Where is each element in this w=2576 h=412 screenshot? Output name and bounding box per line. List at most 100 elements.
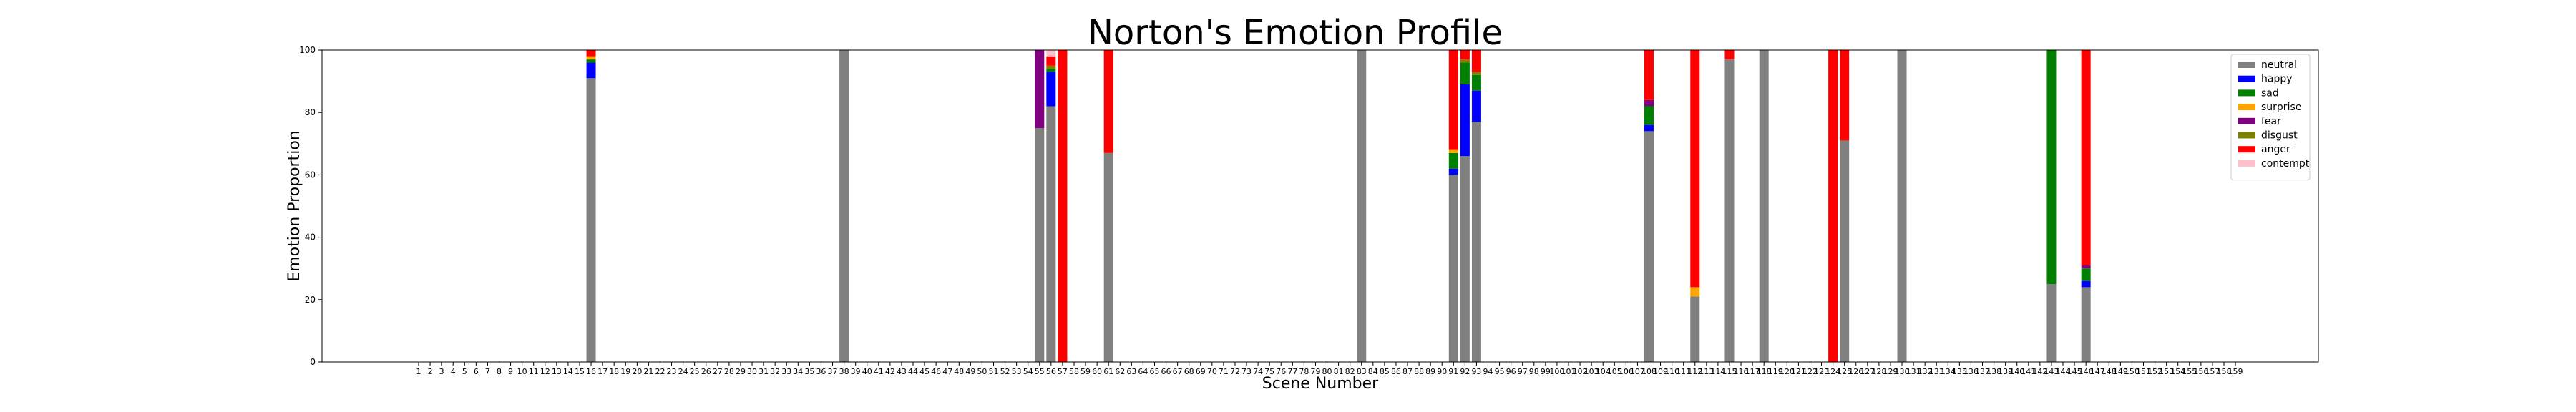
x-tick-label-143: 143 [2044, 367, 2059, 376]
x-tick-label-24: 24 [678, 367, 688, 376]
x-tick-label-90: 90 [1437, 367, 1447, 376]
x-tick-label-109: 109 [1653, 367, 1668, 376]
x-tick-label-15: 15 [575, 367, 585, 376]
x-tick-label-54: 54 [1023, 367, 1033, 376]
y-axis: 0 20 40 60 80 100 [299, 45, 322, 367]
x-tick-label-46: 46 [931, 367, 941, 376]
x-tick-label-100: 100 [1549, 367, 1564, 376]
bar-segment-scene-38-neutral [839, 50, 849, 362]
x-tick-label-6: 6 [474, 367, 479, 376]
x-tick-label-101: 101 [1561, 367, 1576, 376]
x-tick-label-122: 122 [1802, 367, 1818, 376]
x-tick-label-41: 41 [874, 367, 884, 376]
x-tick-label-113: 113 [1699, 367, 1714, 376]
x-tick-label-103: 103 [1584, 367, 1599, 376]
x-tick-label-117: 117 [1745, 367, 1760, 376]
bar-segment-scene-108-neutral [1644, 131, 1654, 363]
x-tick-label-61: 61 [1103, 367, 1113, 376]
x-tick-label-44: 44 [908, 367, 918, 376]
bar-segment-scene-112-anger [1690, 50, 1700, 288]
x-tick-label-132: 132 [1918, 367, 1933, 376]
x-tick-label-99: 99 [1541, 367, 1551, 376]
x-tick-label-88: 88 [1414, 367, 1424, 376]
x-tick-label-80: 80 [1322, 367, 1332, 376]
x-tick-label-144: 144 [2056, 367, 2071, 376]
bar-segment-scene-91-anger [1448, 50, 1458, 150]
bar-segment-scene-16-neutral [586, 78, 596, 363]
x-tick-label-96: 96 [1506, 367, 1516, 376]
y-tick-label-60: 60 [305, 170, 316, 180]
bar-segment-scene-92-anger [1460, 50, 1470, 60]
x-tick-label-138: 138 [1986, 367, 2001, 376]
bar-segment-scene-125-anger [1840, 50, 1850, 141]
x-tick-label-65: 65 [1149, 367, 1159, 376]
x-tick-label-127: 127 [1860, 367, 1875, 376]
legend-swatch-surprise [2238, 104, 2255, 111]
y-tick-label-40: 40 [305, 232, 316, 242]
x-tick-label-150: 150 [2124, 367, 2140, 376]
legend-label-fear: fear [2261, 116, 2281, 127]
legend-label-surprise: surprise [2261, 102, 2301, 113]
bar-segment-scene-56-anger [1046, 56, 1056, 66]
bar-segment-scene-56-contempt [1046, 50, 1056, 57]
x-tick-label-81: 81 [1334, 367, 1344, 376]
x-tick-label-30: 30 [747, 367, 757, 376]
x-tick-label-146: 146 [2079, 367, 2094, 376]
bar-segment-scene-91-sad [1448, 152, 1458, 169]
bar-segment-scene-143-sad [2046, 50, 2057, 284]
x-tick-label-43: 43 [897, 367, 907, 376]
x-tick-label-106: 106 [1619, 367, 1634, 376]
x-tick-label-71: 71 [1219, 367, 1229, 376]
x-tick-label-129: 129 [1883, 367, 1898, 376]
x-tick-label-12: 12 [540, 367, 550, 376]
x-tick-label-8: 8 [497, 367, 502, 376]
legend-label-anger: anger [2261, 144, 2290, 155]
legend-label-disgust: disgust [2261, 130, 2298, 142]
x-tick-label-75: 75 [1264, 367, 1274, 376]
x-tick-label-79: 79 [1310, 367, 1320, 376]
y-tick-label-100: 100 [299, 45, 316, 55]
x-tick-label-141: 141 [2021, 367, 2036, 376]
x-tick-label-63: 63 [1126, 367, 1136, 376]
x-tick-label-5: 5 [462, 367, 467, 376]
x-tick-label-48: 48 [954, 367, 964, 376]
x-tick-label-16: 16 [586, 367, 596, 376]
bar-segment-scene-146-fear [2081, 265, 2091, 269]
x-tick-label-1: 1 [416, 367, 421, 376]
x-tick-label-152: 152 [2147, 367, 2162, 376]
x-tick-label-116: 116 [1734, 367, 1749, 376]
bar-segment-scene-124-anger [1828, 50, 1838, 362]
legend-swatch-neutral [2238, 62, 2255, 68]
x-tick-label-85: 85 [1380, 367, 1390, 376]
bar-segment-scene-57-anger [1058, 50, 1068, 362]
x-tick-label-67: 67 [1173, 367, 1183, 376]
x-tick-label-89: 89 [1425, 367, 1435, 376]
x-tick-label-120: 120 [1780, 367, 1795, 376]
bar-segment-scene-146-happy [2081, 280, 2091, 288]
x-tick-label-145: 145 [2067, 367, 2082, 376]
x-tick-label-137: 137 [1975, 367, 1990, 376]
x-tick-label-51: 51 [989, 367, 999, 376]
x-tick-label-92: 92 [1460, 367, 1470, 376]
y-tick-label-0: 0 [310, 357, 316, 367]
x-tick-label-133: 133 [1929, 367, 1944, 376]
x-tick-label-134: 134 [1941, 367, 1956, 376]
bar-segment-scene-56-disgust [1046, 65, 1056, 69]
x-tick-label-35: 35 [804, 367, 814, 376]
x-axis-label: Scene Number [1262, 375, 1379, 393]
bar-segment-scene-143-neutral [2046, 284, 2057, 362]
x-tick-label-112: 112 [1687, 367, 1702, 376]
x-tick-label-104: 104 [1596, 367, 1611, 376]
bar-segment-scene-118-neutral [1759, 50, 1769, 362]
bar-segment-scene-93-anger [1471, 50, 1481, 72]
x-tick-label-77: 77 [1287, 367, 1297, 376]
bar-segment-scene-146-neutral [2081, 287, 2091, 362]
x-tick-label-22: 22 [655, 367, 665, 376]
bar-segment-scene-55-fear [1035, 50, 1045, 128]
x-tick-label-26: 26 [701, 367, 711, 376]
x-tick-label-20: 20 [632, 367, 642, 376]
x-tick-label-18: 18 [609, 367, 619, 376]
bar-segment-scene-83-neutral [1357, 50, 1367, 362]
x-tick-label-60: 60 [1092, 367, 1102, 376]
